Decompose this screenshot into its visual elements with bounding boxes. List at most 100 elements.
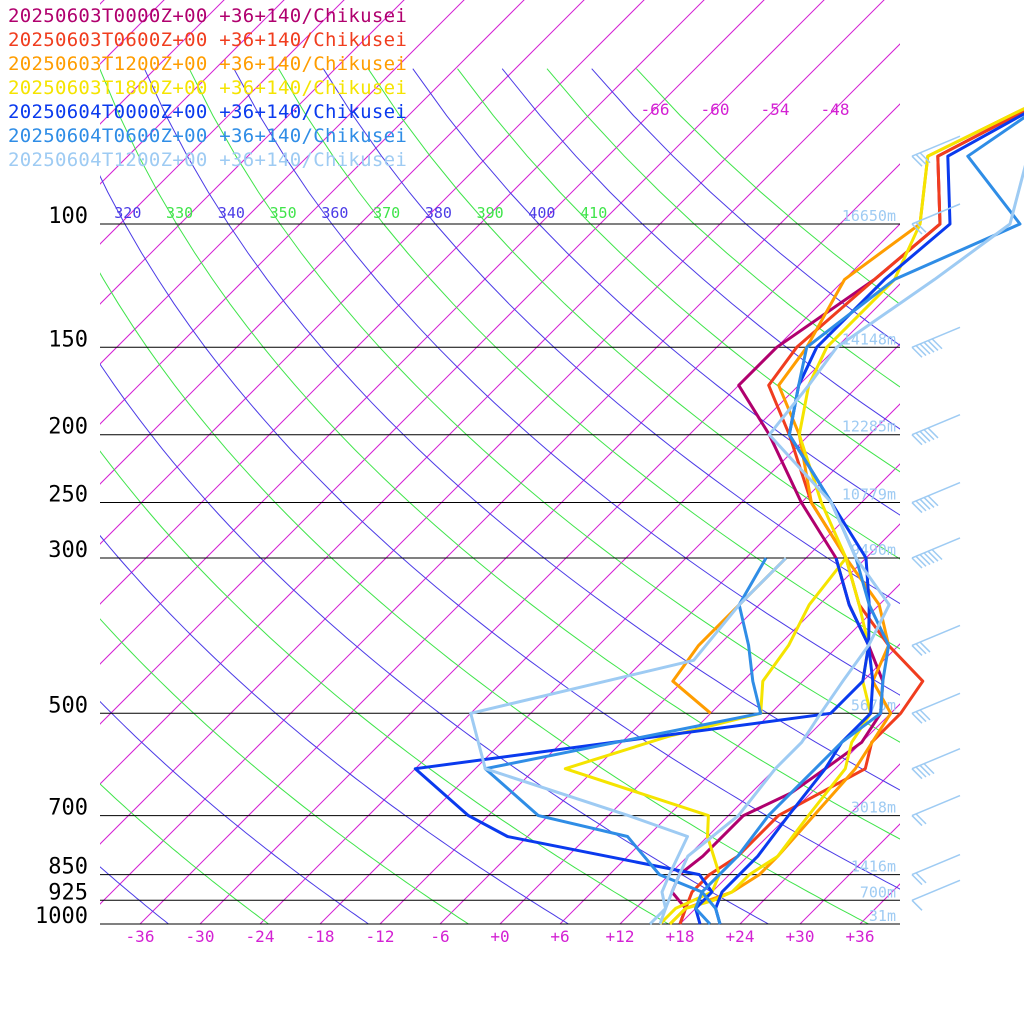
dry-adiabat-line (322, 68, 900, 605)
isotherm-line (100, 0, 285, 185)
theta-label: 340 (218, 204, 245, 222)
isotherm-line (100, 103, 900, 905)
temperature-tick-label: -30 (186, 927, 215, 946)
dry-adiabat-line (100, 534, 569, 925)
isotherm-line (980, 0, 1024, 924)
dry-adiabat-line (100, 363, 769, 925)
isotherm-line (199, 223, 900, 925)
dry-adiabat-lines (100, 68, 900, 925)
dry-adiabat-line (100, 272, 869, 925)
pressure-tick-label: 500 (48, 693, 88, 718)
legend-entry: 20250604T0600Z+00 +36+140/Chikusei (8, 125, 408, 147)
wind-barb (911, 692, 961, 724)
isotherm-line (439, 463, 900, 925)
dry-adiabat-line (100, 450, 669, 925)
temperature-tick-label: -18 (306, 927, 335, 946)
temperature-tick-label: -24 (246, 927, 275, 946)
isotherm-line (100, 0, 765, 665)
wind-barb (911, 203, 961, 235)
dry-adiabat-line (100, 700, 369, 925)
height-label: 1416m (851, 858, 896, 876)
legend-entry: 20250603T0000Z+00 +36+140/Chikusei (8, 5, 408, 27)
dry-adiabat-line (278, 68, 900, 650)
isotherm-line (499, 523, 900, 925)
temperature-tick-label: -6 (430, 927, 449, 946)
wind-barb (911, 537, 961, 569)
height-label: 31m (869, 907, 896, 925)
theta-label: 370 (373, 204, 400, 222)
isotherm-line (100, 0, 525, 425)
dry-adiabat-line (100, 68, 900, 840)
dry-adiabat-line (188, 68, 900, 743)
legend: 20250603T0000Z+00 +36+140/Chikusei 202506… (8, 4, 407, 172)
dewpoint-profile-line (563, 557, 848, 926)
temperature-tick-label: -12 (366, 927, 395, 946)
dry-adiabat-line (457, 68, 900, 473)
isotherm-label: -60 (701, 100, 730, 119)
legend-entry: 20250603T1800Z+00 +36+140/Chikusei (8, 77, 408, 99)
isotherm-line (100, 0, 645, 545)
dry-adiabat-line (367, 68, 900, 560)
pressure-tick-label: 700 (48, 796, 88, 821)
theta-label: 410 (580, 204, 607, 222)
isotherm-line (100, 0, 705, 605)
temperature-profile-line (678, 109, 1024, 925)
pressure-tick-label: 300 (48, 538, 88, 563)
temperature-tick-label: +6 (550, 927, 569, 946)
isotherm-line (379, 403, 900, 925)
isotherm-line (100, 0, 345, 245)
theta-label: 350 (270, 204, 297, 222)
pressure-tick-label: 250 (48, 483, 88, 508)
legend-entry: 20250604T0000Z+00 +36+140/Chikusei (8, 101, 408, 123)
height-label: 10779m (842, 486, 896, 504)
height-labels: 16650m14148m12285m10779m9490m5675m3018m1… (842, 207, 896, 925)
isotherm-line (259, 283, 900, 925)
wind-barb (911, 879, 961, 911)
pressure-tick-label: 925 (48, 880, 88, 905)
pressure-tick-label: 200 (48, 415, 88, 440)
isotherm-line (100, 0, 885, 785)
theta-label: 390 (477, 204, 504, 222)
isotherm-label: -48 (821, 100, 850, 119)
dry-adiabat-line (100, 175, 900, 890)
wind-barbs (911, 135, 961, 911)
dewpoint-profile-line (469, 556, 788, 926)
dry-adiabat-line (100, 783, 269, 925)
temperature-profile-line (658, 164, 1024, 925)
legend-entry: 20250604T1200Z+00 +36+140/Chikusei (8, 149, 408, 171)
height-label: 16650m (842, 207, 896, 225)
pressure-tick-label: 850 (48, 855, 88, 880)
wind-barb (911, 135, 961, 167)
dewpoint-profile-line (483, 557, 768, 925)
temperature-tick-label: +36 (846, 927, 875, 946)
isotherm-line (100, 0, 165, 65)
legend-entry: 20250603T0600Z+00 +36+140/Chikusei (8, 29, 408, 51)
dry-adiabat-line (100, 618, 469, 925)
wind-barb (911, 853, 961, 886)
pressure-tick-label: 150 (48, 327, 88, 352)
dewpoint-profile-line (671, 556, 788, 715)
isotherm-top-labels: -66 -60 -54 -48 (641, 100, 850, 119)
temperature-tick-label: +18 (666, 927, 695, 946)
height-label: 700m (860, 883, 896, 901)
temperature-profile-line (714, 112, 1024, 925)
temperature-tick-label: +30 (786, 927, 815, 946)
dewpoint-profile-line (413, 557, 871, 925)
theta-label: 360 (321, 204, 348, 222)
isotherm-line (100, 0, 585, 485)
wind-barb (911, 748, 961, 780)
isotherm-label: -66 (641, 100, 670, 119)
isotherm-line (100, 43, 900, 845)
legend-entry: 20250603T1200Z+00 +36+140/Chikusei (8, 53, 408, 75)
dry-adiabat-line (100, 866, 169, 925)
height-label: 12285m (842, 418, 896, 436)
theta-labels: 320 330 340 350 360 370 380 390 400 410 (114, 204, 607, 222)
temperature-tick-label: +12 (606, 927, 635, 946)
pressure-tick-label: 100 (48, 204, 88, 229)
dry-adiabat-line (233, 68, 900, 696)
isotherm-line (100, 0, 825, 725)
theta-label: 380 (425, 204, 452, 222)
isotherm-line (100, 0, 465, 365)
